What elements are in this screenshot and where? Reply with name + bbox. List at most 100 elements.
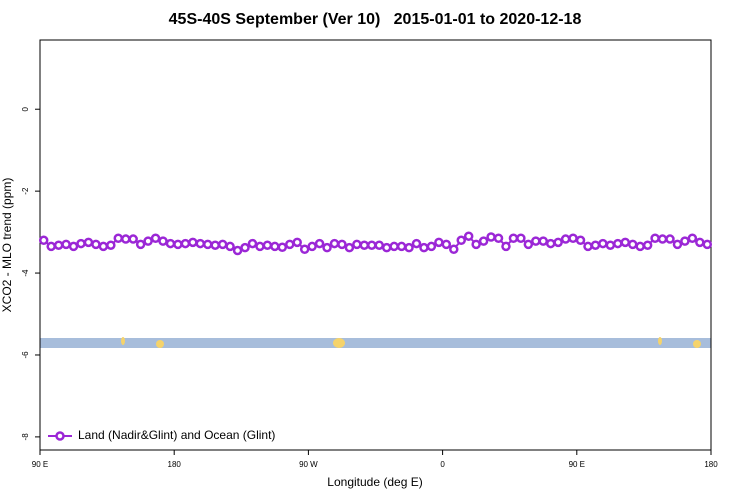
land-ocean-strip — [40, 337, 711, 348]
point — [665, 234, 675, 244]
point — [314, 238, 325, 249]
point — [672, 239, 683, 250]
point — [277, 242, 288, 253]
point — [404, 242, 414, 253]
point — [337, 239, 347, 250]
point — [478, 236, 489, 246]
point — [627, 239, 638, 250]
point — [419, 242, 429, 253]
point — [553, 237, 563, 248]
point — [449, 244, 459, 255]
point — [76, 238, 86, 249]
point — [389, 241, 399, 252]
point — [523, 239, 534, 250]
point — [106, 240, 116, 250]
point — [322, 242, 332, 253]
point — [344, 242, 355, 253]
y-axis-label: XCO2 - MLO trend (ppm) — [0, 178, 14, 313]
point — [135, 239, 146, 250]
point — [195, 238, 206, 249]
point — [456, 235, 466, 246]
point — [292, 237, 302, 248]
point — [531, 236, 541, 246]
point — [635, 241, 645, 252]
point — [128, 234, 138, 244]
point — [434, 237, 444, 248]
point — [426, 241, 437, 252]
point — [501, 241, 511, 252]
point — [38, 235, 49, 246]
point — [583, 241, 593, 252]
point — [411, 238, 422, 249]
point — [165, 238, 176, 249]
y-tick-label: -2 — [21, 187, 30, 195]
point — [493, 233, 504, 243]
land-patch — [121, 337, 125, 345]
point — [188, 237, 198, 248]
point — [605, 240, 616, 250]
point — [471, 239, 481, 250]
point — [508, 233, 519, 243]
point — [545, 238, 556, 249]
point — [210, 240, 220, 250]
point — [702, 239, 713, 250]
x-tick-label: 0 — [440, 460, 445, 469]
point — [657, 234, 668, 244]
land-patch — [693, 340, 701, 348]
y-tick-label: -6 — [21, 351, 30, 359]
point — [262, 240, 273, 250]
point — [620, 237, 631, 248]
point — [158, 236, 168, 246]
point — [329, 238, 340, 249]
x-tick-label: 90 W — [299, 460, 318, 469]
point — [359, 240, 370, 250]
x-tick-label: 90 E — [569, 460, 585, 469]
point — [285, 239, 295, 250]
legend-label: Land (Nadir&Glint) and Ocean (Glint) — [78, 428, 275, 442]
point — [173, 239, 183, 250]
point — [613, 238, 623, 249]
point — [538, 236, 548, 246]
point — [270, 241, 280, 252]
x-tick-label: 180 — [704, 460, 718, 469]
ocean-band — [40, 338, 711, 348]
point — [516, 233, 526, 243]
point — [83, 237, 94, 248]
point — [463, 231, 474, 241]
point — [150, 233, 161, 243]
point — [486, 232, 496, 242]
land-patch — [658, 337, 662, 345]
point — [598, 238, 608, 249]
point — [367, 240, 377, 250]
point — [590, 240, 601, 250]
point — [217, 239, 228, 250]
point — [232, 245, 243, 256]
point — [113, 233, 124, 243]
chart-title: 45S-40S September (Ver 10) 2015-01-01 to… — [169, 11, 582, 28]
point — [687, 233, 698, 243]
point — [255, 241, 265, 252]
point — [91, 239, 101, 250]
point — [695, 237, 705, 248]
x-tick-label: 180 — [168, 460, 182, 469]
point — [441, 239, 452, 250]
land-patch — [156, 340, 164, 348]
point — [560, 234, 571, 244]
point — [143, 236, 153, 246]
point — [374, 240, 384, 250]
point — [61, 239, 71, 250]
legend-marker — [55, 431, 65, 441]
point — [396, 241, 407, 252]
y-tick-label: 0 — [21, 106, 30, 111]
point — [68, 241, 79, 252]
point — [575, 235, 586, 246]
point — [650, 233, 660, 243]
x-axis-label: Longitude (deg E) — [327, 475, 422, 489]
y-tick-label: -4 — [21, 269, 30, 277]
point — [46, 241, 56, 252]
point — [120, 234, 131, 244]
point — [240, 242, 250, 253]
point — [381, 242, 392, 253]
point — [299, 244, 310, 255]
point — [203, 239, 213, 250]
